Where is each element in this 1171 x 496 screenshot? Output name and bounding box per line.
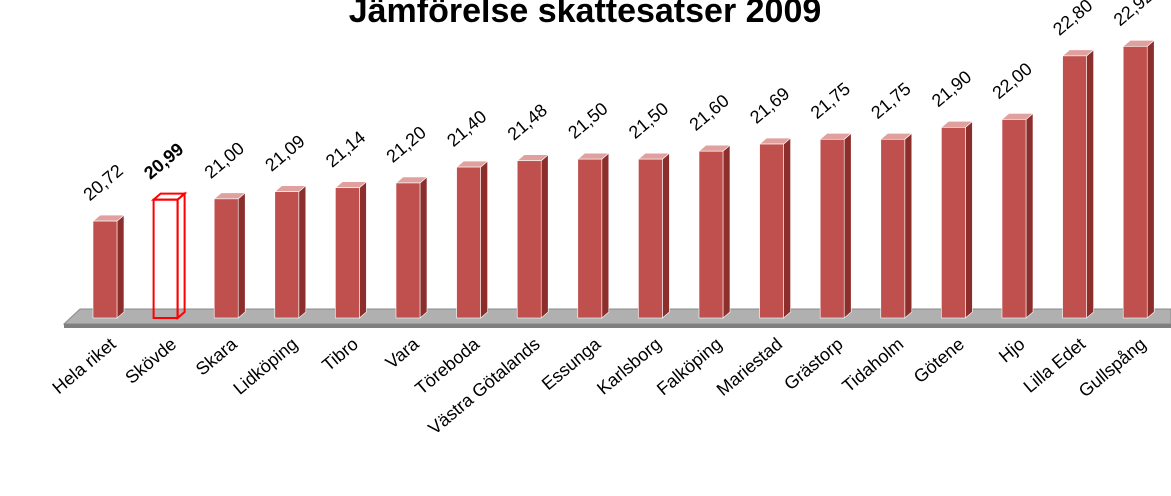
bar	[759, 143, 784, 319]
bar-side	[1086, 49, 1094, 319]
x-tick-label: Västra Götalands	[424, 334, 543, 439]
value-label: 21,90	[928, 67, 975, 111]
x-tick-label: Götene	[910, 334, 968, 387]
bar-side	[359, 181, 367, 319]
value-label: 21,60	[685, 90, 732, 134]
value-label: 22,00	[988, 59, 1035, 103]
value-label: 22,92	[1110, 0, 1157, 30]
x-tick-label: Gullspång	[1075, 334, 1150, 401]
chart-title: Jämförelse skattesatser 2009	[349, 0, 822, 30]
bar	[698, 150, 724, 319]
value-label: 20,99	[140, 139, 187, 183]
bar	[638, 158, 663, 319]
x-tick-label: Hjo	[995, 334, 1029, 367]
bar	[274, 191, 300, 319]
value-label: 21,50	[564, 98, 611, 142]
bar	[1001, 119, 1027, 319]
floor-edge	[64, 324, 1171, 328]
bar	[335, 187, 360, 319]
bar-side	[722, 144, 731, 319]
bar	[213, 198, 239, 319]
value-label: 21,75	[807, 79, 854, 123]
bar	[819, 138, 845, 319]
bar	[456, 166, 481, 319]
x-tick-label: Lidköping	[229, 334, 301, 399]
value-label: 21,00	[201, 138, 248, 182]
bar	[395, 182, 421, 319]
bar-side	[298, 185, 307, 319]
bar-side	[419, 176, 428, 319]
value-label: 21,09	[261, 131, 308, 175]
bar	[1122, 46, 1148, 319]
value-label: 21,69	[746, 83, 793, 127]
x-tick-label: Vara	[382, 333, 424, 373]
x-tick-label: Karlsborg	[593, 334, 665, 399]
value-label: 22,80	[1049, 0, 1096, 39]
bar-side	[662, 152, 670, 319]
value-label: 21,50	[625, 98, 672, 142]
bar-side	[540, 154, 549, 319]
bar-side	[965, 120, 973, 319]
value-label: 21,40	[443, 106, 490, 150]
bar	[941, 127, 966, 319]
bar-side	[237, 192, 246, 319]
value-label: 20,72	[79, 160, 126, 204]
bar-side	[1025, 112, 1034, 319]
x-tick-label: Skövde	[121, 334, 180, 388]
bar	[152, 198, 179, 319]
bar-side	[843, 132, 852, 319]
x-tick-label: Hela riket	[48, 334, 119, 398]
x-tick-label: Mariestad	[713, 334, 786, 400]
value-label: 21,20	[382, 122, 429, 166]
bar	[92, 220, 118, 319]
bar-side	[783, 137, 791, 319]
bar-side	[601, 152, 610, 319]
bar	[1062, 55, 1087, 319]
x-tick-label: Grästorp	[780, 334, 847, 394]
x-tick-label: Tibro	[318, 334, 362, 375]
value-label: 21,14	[322, 127, 369, 171]
bar-side	[116, 214, 125, 319]
bar-side	[176, 191, 186, 321]
x-tick-label: Skara	[192, 333, 242, 379]
x-tick-label: Tidaholm	[838, 334, 907, 396]
x-tick-label: Falköping	[653, 334, 726, 399]
value-label: 21,48	[504, 100, 551, 144]
bar-side	[904, 132, 913, 319]
bar	[577, 158, 603, 319]
bar	[880, 138, 906, 319]
bar-side	[480, 160, 488, 319]
value-label: 21,75	[867, 79, 914, 123]
bar	[516, 160, 542, 319]
bar-side	[1146, 39, 1155, 319]
